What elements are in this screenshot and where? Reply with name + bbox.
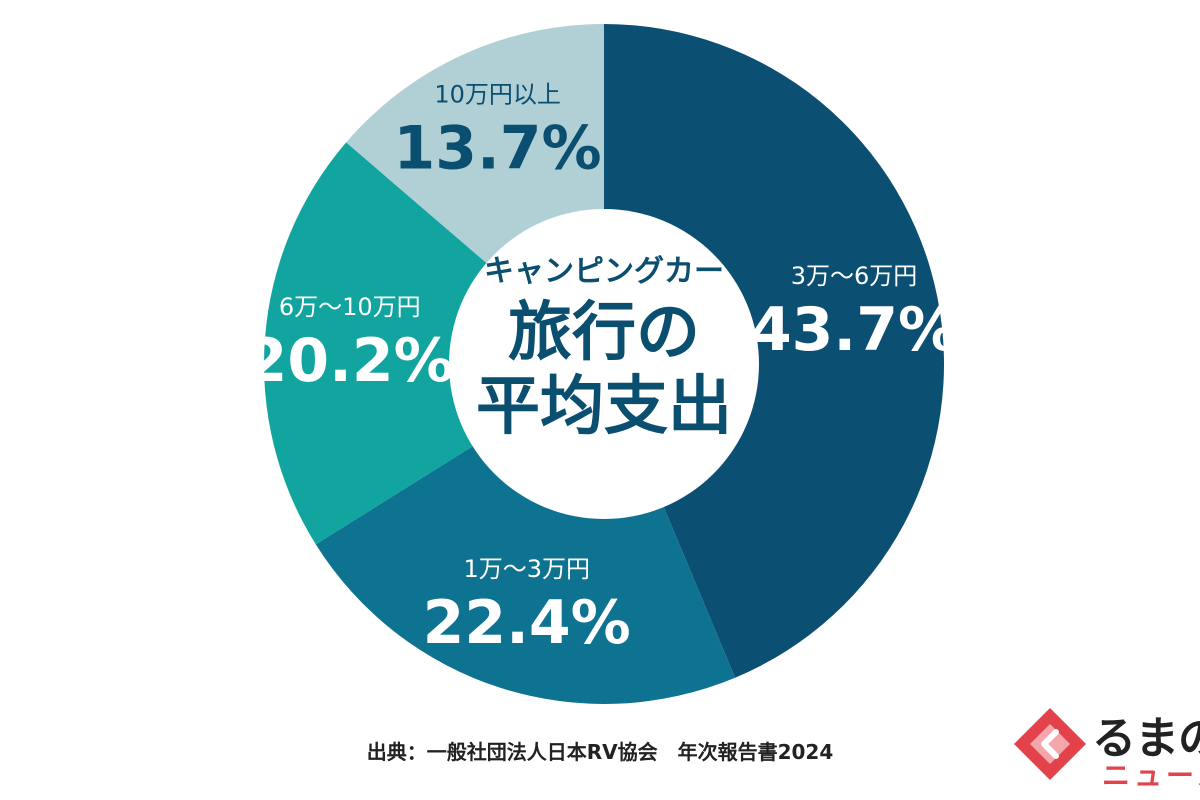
center-title-line2: 平均支出	[476, 370, 732, 444]
chevron-left-icon	[1014, 708, 1086, 780]
slice-category-label: 6万～10万円	[279, 293, 421, 321]
pie-slice	[604, 24, 945, 678]
donut-hole	[449, 209, 759, 519]
logo-text-main: るまの	[1092, 713, 1200, 764]
slice-category-label: 10万円以上	[434, 80, 561, 108]
pie-slice	[263, 142, 604, 545]
slice-category-label: 3万～6万円	[791, 262, 918, 290]
center-subtitle: キャンピングカー	[484, 254, 724, 289]
slice-value-label: 22.4%	[423, 588, 631, 658]
site-logo[interactable]: るまの ニュース	[1004, 700, 1200, 792]
center-title-line1: 旅行の	[508, 296, 700, 370]
slice-value-label: 13.7%	[394, 113, 602, 183]
source-note: 出典：一般社団法人日本RV協会 年次報告書2024	[366, 740, 834, 764]
slice-value-label: 43.7%	[750, 295, 958, 365]
logo-text-sub: ニュース	[1102, 759, 1200, 792]
slice-value-label: 20.2%	[246, 326, 454, 396]
slice-category-label: 1万～3万円	[463, 555, 590, 583]
